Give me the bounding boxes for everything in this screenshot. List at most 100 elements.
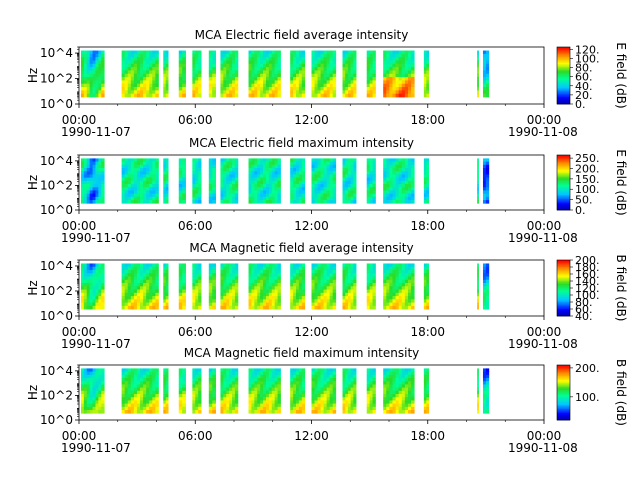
spectrogram-cell [178, 50, 183, 55]
spectrogram-cell [369, 374, 373, 379]
spectrogram-cell [401, 378, 406, 382]
spectrogram-cell [101, 390, 105, 395]
spectrogram-cell [182, 187, 186, 191]
spectrogram-cell [311, 70, 315, 75]
spectrogram-cell [86, 190, 91, 195]
spectrogram-cell [254, 193, 258, 198]
spectrogram-cell [80, 263, 85, 268]
spectrogram-cell [317, 57, 321, 61]
spectrogram-cell [314, 158, 318, 162]
colorbar-tick-label: 200. [575, 254, 600, 267]
spectrogram-cell [296, 77, 300, 81]
spectrogram-cell [395, 263, 400, 268]
colorbar-step [557, 269, 570, 272]
spectrogram-cell [182, 87, 186, 91]
spectrogram-cell [395, 371, 400, 376]
spectrogram-cell [265, 397, 270, 401]
spectrogram-cell [165, 305, 169, 310]
spectrogram-cell [223, 273, 227, 277]
spectrogram-cell [401, 187, 406, 191]
spectrogram-cell [226, 302, 230, 307]
spectrogram-cell [232, 292, 236, 297]
colorbar-step [557, 293, 570, 296]
spectrogram-cell [482, 299, 487, 303]
spectrogram-cell [192, 378, 196, 382]
spectrogram-cell [293, 168, 297, 172]
x-date-label: 1990-11-07 [61, 231, 131, 245]
spectrogram-cell [372, 80, 376, 85]
colorbar-step [557, 89, 570, 92]
spectrogram-cell [401, 158, 406, 162]
spectrogram-cell [149, 80, 153, 85]
spectrogram-cell [326, 83, 331, 88]
spectrogram-cell [192, 299, 196, 303]
spectrogram-cell [369, 161, 373, 166]
spectrogram-cell [182, 410, 186, 414]
spectrogram-cell [195, 403, 199, 408]
spectrogram-cell [398, 292, 403, 297]
spectrogram-cell [323, 276, 328, 281]
spectrogram-cell [163, 53, 167, 58]
spectrogram-cell [163, 187, 167, 191]
spectrogram-cell [149, 180, 153, 185]
colorbar-step [557, 49, 570, 52]
spectrogram-cell [301, 410, 306, 414]
spectrogram-cell [195, 387, 199, 392]
spectrogram-cell [223, 384, 227, 389]
spectrogram-cell [155, 296, 159, 300]
spectrogram-cell [232, 368, 236, 372]
spectrogram-cell [143, 381, 147, 385]
y-tick-label: 10^0 [40, 309, 73, 323]
spectrogram-cell [260, 381, 264, 385]
spectrogram-cell [80, 371, 85, 376]
spectrogram-cell [398, 193, 403, 198]
spectrogram-cell [389, 63, 393, 68]
spectrogram-cell [89, 80, 93, 85]
spectrogram-cell [260, 87, 264, 91]
spectrogram-cell [268, 403, 273, 408]
spectrogram-cell [223, 184, 227, 188]
spectrogram-cell [152, 292, 156, 297]
spectrogram-cell [485, 289, 490, 294]
spectrogram-cell [89, 410, 93, 414]
spectrogram-cell [366, 158, 371, 162]
spectrogram-cell [369, 57, 373, 61]
spectrogram-cell [353, 384, 357, 389]
spectrogram-cell [133, 378, 138, 382]
spectrogram-cell [130, 269, 135, 274]
spectrogram-cell [248, 164, 252, 169]
spectrogram-cell [320, 180, 325, 185]
spectrogram-cell [80, 374, 85, 379]
spectrogram-cell [248, 60, 252, 65]
spectrogram-cell [220, 50, 224, 55]
spectrogram-cell [130, 87, 135, 91]
spectrogram-cell [234, 276, 239, 281]
spectrogram-cell [317, 381, 321, 385]
spectrogram-cell [298, 57, 303, 61]
spectrogram-cell [220, 384, 224, 389]
spectrogram-cell [350, 93, 354, 98]
spectrogram-cell [86, 57, 91, 61]
spectrogram-cell [178, 400, 183, 405]
spectrogram-cell [320, 63, 325, 68]
spectrogram-cell [423, 305, 427, 310]
colorbar-step [557, 175, 570, 178]
spectrogram-cell [268, 283, 273, 287]
spectrogram-cell [251, 190, 255, 195]
spectrogram-cell [136, 394, 141, 398]
spectrogram-cell [165, 171, 169, 175]
spectrogram-cell [332, 196, 337, 201]
spectrogram-cell [86, 266, 91, 271]
spectrogram-cell [423, 263, 427, 268]
spectrogram-cell [386, 180, 390, 185]
spectrogram-cell [426, 387, 430, 392]
spectrogram-cell [395, 200, 400, 204]
spectrogram-cell [140, 273, 144, 277]
spectrogram-cell [317, 296, 321, 300]
spectrogram-cell [277, 50, 281, 55]
spectrogram-cell [353, 273, 357, 277]
spectrogram-cell [208, 292, 213, 297]
spectrogram-cell [127, 90, 132, 95]
spectrogram-cell [386, 400, 390, 405]
spectrogram-cell [395, 289, 400, 294]
